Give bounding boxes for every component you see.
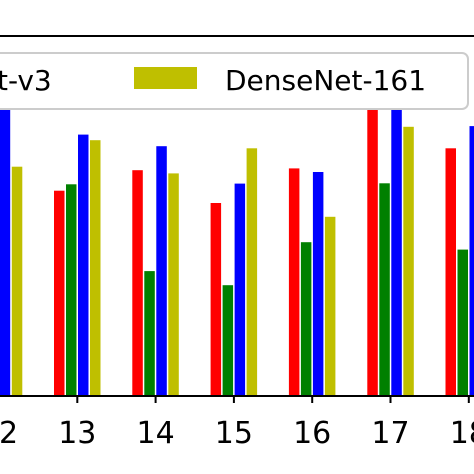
bar-series1-13: [54, 190, 65, 396]
bar-series4-13: [90, 140, 101, 396]
bars-layer: [0, 76, 474, 397]
legend-label-densenet-161: DenseNet-161: [225, 64, 426, 97]
bar-series3-15: [234, 183, 246, 396]
x-tick-label-16: 16: [293, 416, 331, 451]
bar-series3-12: [0, 83, 11, 397]
bar-series4-12: [11, 166, 23, 396]
bar-series3-17: [391, 76, 402, 396]
bar-series4-17: [403, 126, 414, 397]
x-tick-label-12: 12: [0, 416, 18, 451]
x-tick-label-13: 13: [58, 416, 96, 451]
bar-series1-17: [367, 95, 378, 397]
x-tick-label-17: 17: [371, 416, 409, 451]
legend-swatch-densenet-161: [134, 67, 197, 89]
bar-series1-14: [132, 170, 143, 396]
bar-series4-15: [246, 148, 258, 396]
bar-series1-16: [288, 168, 300, 396]
bar-series2-17: [379, 183, 390, 396]
bar-series2-13: [66, 184, 77, 396]
bar-series3-16: [312, 172, 324, 396]
bar-series2-14: [144, 271, 155, 396]
x-ticks: 12 13 14 15 16 17 18: [0, 396, 474, 451]
bar-series3-18: [469, 126, 474, 396]
legend-label-inception-v3: t-v3: [0, 64, 52, 97]
x-tick-label-18: 18: [450, 416, 474, 451]
bar-series4-14: [168, 173, 179, 396]
bar-series3-14: [156, 146, 167, 396]
bar-series2-15: [222, 285, 234, 396]
bar-series3-13: [78, 134, 89, 396]
legend-frame: [0, 52, 469, 110]
legend: t-v3 DenseNet-161: [0, 52, 469, 110]
bar-series4-16: [324, 216, 336, 396]
bar-series2-18: [457, 249, 468, 396]
bar-series2-16: [300, 242, 312, 396]
bar-series1-18: [445, 148, 456, 396]
x-tick-label-15: 15: [215, 416, 253, 451]
bar-series1-15: [210, 203, 222, 396]
x-tick-label-14: 14: [137, 416, 175, 451]
